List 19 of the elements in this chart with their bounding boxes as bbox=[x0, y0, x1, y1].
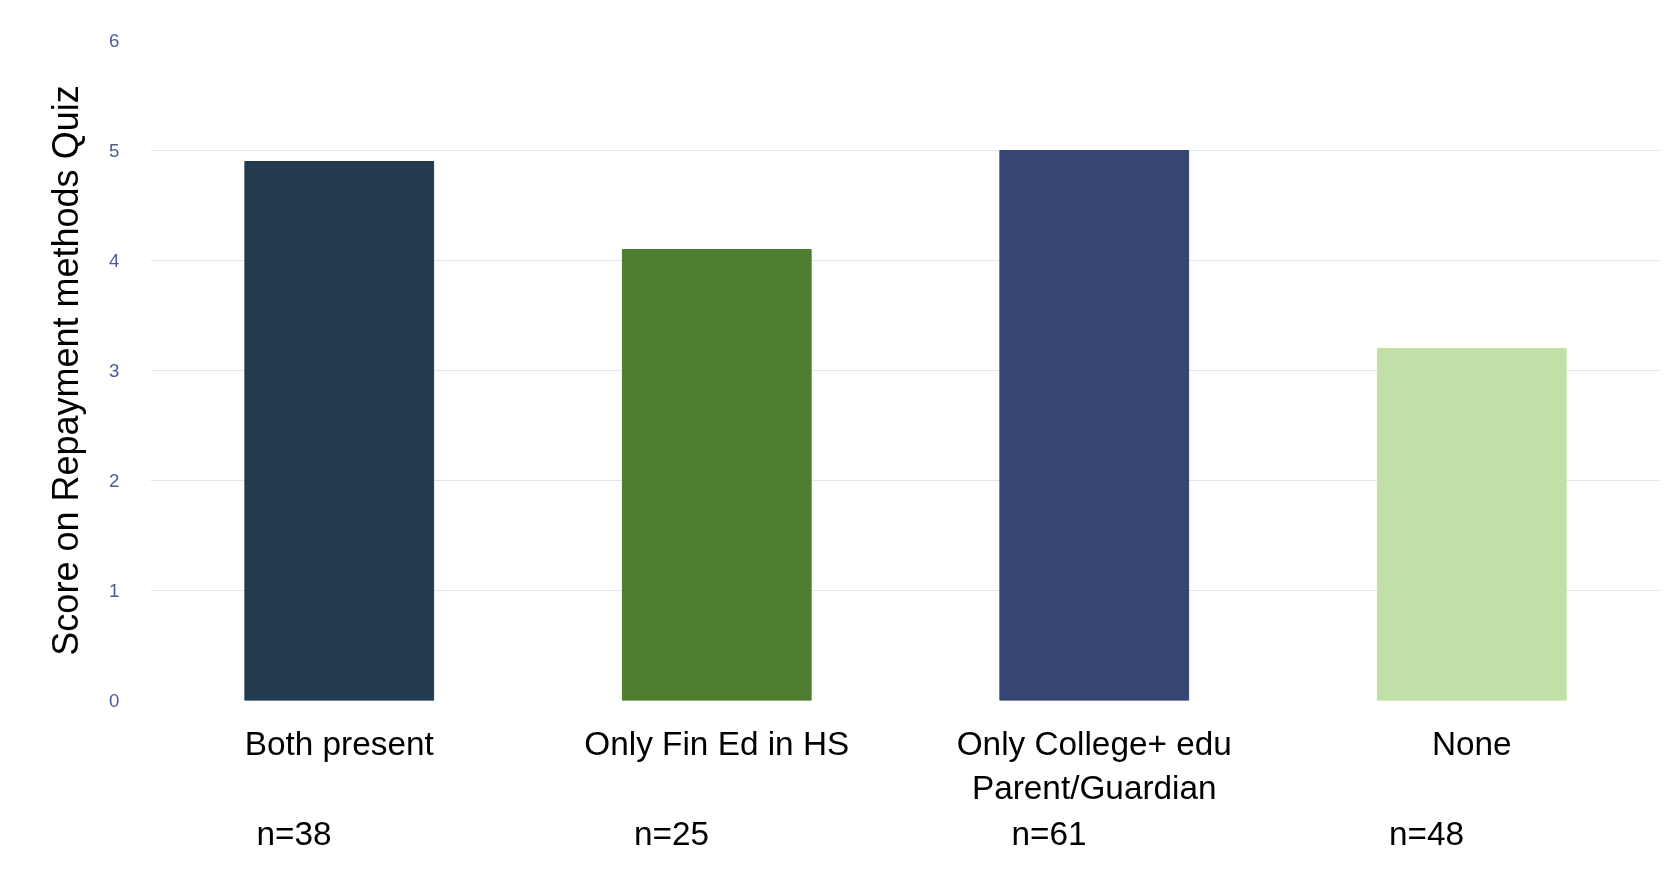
text: n=38 bbox=[256, 814, 332, 852]
bar bbox=[621, 249, 812, 701]
y-tick-label: 6 bbox=[109, 30, 120, 51]
y-tick-label: 0 bbox=[109, 690, 120, 711]
x-tick-label: Only Fin Ed in HS bbox=[584, 724, 850, 762]
y-tick-label: 5 bbox=[109, 140, 120, 161]
y-tick-label: 1 bbox=[109, 580, 120, 601]
text: n=25 bbox=[633, 814, 709, 852]
x-tick-label: None bbox=[1431, 724, 1512, 762]
bar bbox=[999, 150, 1190, 701]
text: n=48 bbox=[1388, 814, 1464, 852]
text: n=61 bbox=[1011, 814, 1087, 852]
y-tick-label: 3 bbox=[109, 360, 120, 381]
bar bbox=[244, 161, 435, 701]
bar bbox=[1376, 348, 1567, 701]
y-axis-title: Score on Repayment methods Quiz bbox=[45, 85, 87, 656]
x-tick-label: Both present bbox=[244, 724, 435, 762]
y-tick-label: 2 bbox=[109, 470, 120, 491]
y-tick-label: 4 bbox=[109, 250, 120, 271]
